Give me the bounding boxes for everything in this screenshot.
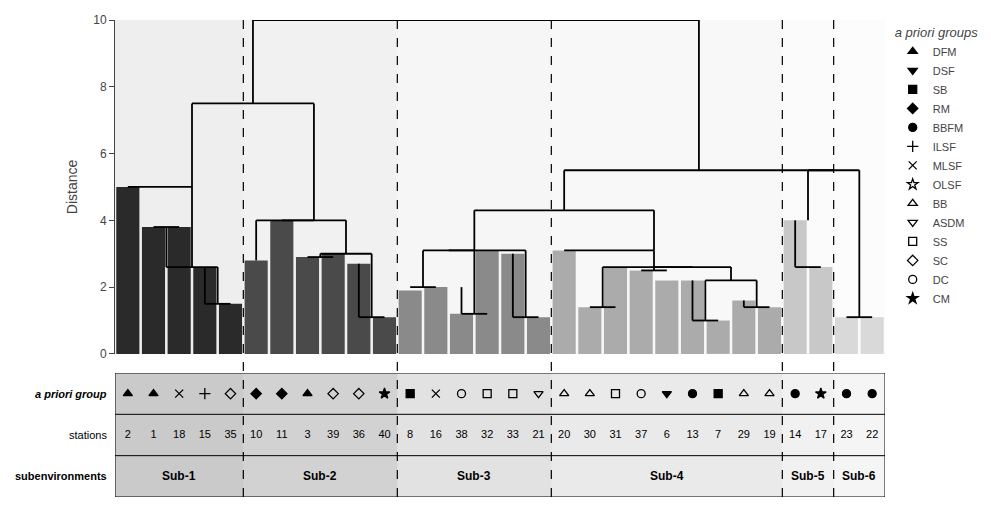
svg-text:15: 15: [199, 428, 211, 440]
svg-text:a priori groups: a priori groups: [895, 25, 979, 40]
svg-text:29: 29: [738, 428, 750, 440]
svg-text:DFM: DFM: [933, 46, 957, 58]
svg-text:33: 33: [507, 428, 519, 440]
svg-text:37: 37: [635, 428, 647, 440]
svg-text:ASDM: ASDM: [933, 217, 965, 229]
svg-text:16: 16: [430, 428, 442, 440]
svg-text:2: 2: [100, 280, 107, 294]
svg-text:0: 0: [100, 347, 107, 361]
svg-text:23: 23: [840, 428, 852, 440]
svg-text:SC: SC: [933, 255, 948, 267]
svg-text:BB: BB: [933, 198, 948, 210]
svg-text:SS: SS: [933, 236, 948, 248]
svg-text:ILSF: ILSF: [933, 141, 957, 153]
svg-text:Distance: Distance: [64, 160, 80, 215]
svg-text:Sub-2: Sub-2: [303, 469, 337, 483]
svg-text:17: 17: [815, 428, 827, 440]
svg-text:subenvironments: subenvironments: [15, 470, 107, 482]
svg-text:30: 30: [584, 428, 596, 440]
svg-text:38: 38: [455, 428, 467, 440]
svg-text:10: 10: [93, 13, 107, 27]
svg-text:7: 7: [715, 428, 721, 440]
svg-text:20: 20: [558, 428, 570, 440]
svg-text:6: 6: [100, 147, 107, 161]
svg-text:40: 40: [378, 428, 390, 440]
svg-text:1: 1: [150, 428, 156, 440]
svg-text:Sub-5: Sub-5: [791, 469, 825, 483]
svg-text:Sub-6: Sub-6: [842, 469, 876, 483]
svg-text:21: 21: [532, 428, 544, 440]
svg-text:a priori group: a priori group: [35, 388, 107, 400]
svg-text:14: 14: [789, 428, 801, 440]
svg-text:RM: RM: [933, 103, 950, 115]
svg-text:22: 22: [866, 428, 878, 440]
svg-text:32: 32: [481, 428, 493, 440]
svg-text:4: 4: [100, 214, 107, 228]
svg-text:BBFM: BBFM: [933, 122, 964, 134]
svg-text:35: 35: [224, 428, 236, 440]
svg-text:stations: stations: [69, 429, 107, 441]
svg-text:CM: CM: [933, 293, 950, 305]
svg-text:11: 11: [276, 428, 287, 440]
svg-text:DSF: DSF: [933, 65, 955, 77]
svg-text:39: 39: [327, 428, 339, 440]
svg-text:SB: SB: [933, 84, 948, 96]
svg-text:MLSF: MLSF: [933, 160, 963, 172]
svg-text:2: 2: [125, 428, 131, 440]
svg-text:Sub-4: Sub-4: [650, 469, 684, 483]
svg-text:18: 18: [173, 428, 185, 440]
svg-text:8: 8: [100, 80, 107, 94]
svg-text:19: 19: [763, 428, 775, 440]
svg-text:Sub-3: Sub-3: [457, 469, 491, 483]
svg-text:3: 3: [304, 428, 310, 440]
svg-text:36: 36: [353, 428, 365, 440]
svg-text:6: 6: [664, 428, 670, 440]
svg-text:DC: DC: [933, 274, 949, 286]
svg-text:13: 13: [686, 428, 698, 440]
svg-text:OLSF: OLSF: [933, 179, 962, 191]
svg-text:10: 10: [250, 428, 262, 440]
svg-text:31: 31: [609, 428, 621, 440]
svg-text:Sub-1: Sub-1: [162, 469, 196, 483]
svg-text:8: 8: [407, 428, 413, 440]
